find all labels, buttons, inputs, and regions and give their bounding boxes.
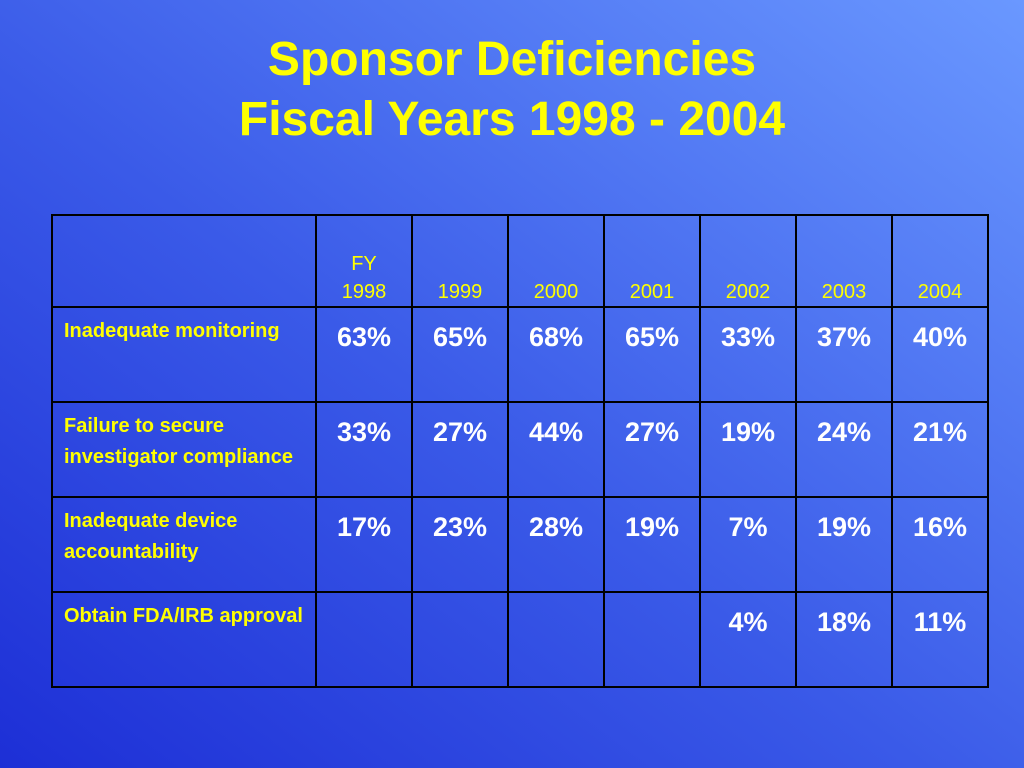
column-header-line2: 2001	[629, 281, 675, 303]
column-header: 2003	[795, 214, 893, 308]
data-cell: 23%	[411, 496, 509, 593]
data-cell: 11%	[891, 591, 989, 688]
column-header: 1999	[411, 214, 509, 308]
data-cell: 19%	[699, 401, 797, 498]
data-cell: 37%	[795, 306, 893, 403]
title-line-2: Fiscal Years 1998 - 2004	[238, 93, 786, 146]
data-cell: 21%	[891, 401, 989, 498]
row-label: Inadequate device accountability	[51, 496, 317, 593]
column-header: 2000	[507, 214, 605, 308]
header-corner-cell	[51, 214, 317, 308]
deficiencies-table: FY 1998 1999 2000 2001 2002 2003 2004 Ina…	[51, 214, 989, 688]
data-cell: 33%	[315, 401, 413, 498]
data-cell	[603, 591, 701, 688]
data-cell: 4%	[699, 591, 797, 688]
column-header-line2: 2003	[821, 281, 867, 303]
header-row: FY 1998 1999 2000 2001 2002 2003 2004	[51, 214, 989, 308]
title-line-1: Sponsor Deficiencies	[267, 33, 757, 86]
data-cell	[411, 591, 509, 688]
slide-title: Sponsor Deficiencies Fiscal Years 1998 -…	[0, 30, 1024, 150]
data-cell	[507, 591, 605, 688]
data-cell: 40%	[891, 306, 989, 403]
table-row: Obtain FDA/IRB approval 4% 18% 11%	[51, 591, 989, 688]
data-cell	[315, 591, 413, 688]
row-label: Obtain FDA/IRB approval	[51, 591, 317, 688]
data-cell: 19%	[795, 496, 893, 593]
table-row: Inadequate device accountability 17% 23%…	[51, 496, 989, 593]
data-cell: 27%	[603, 401, 701, 498]
data-cell: 16%	[891, 496, 989, 593]
table-row: Failure to secure investigator complianc…	[51, 401, 989, 498]
data-cell: 18%	[795, 591, 893, 688]
data-cell: 28%	[507, 496, 605, 593]
data-cell: 27%	[411, 401, 509, 498]
data-cell: 17%	[315, 496, 413, 593]
column-header-line2: 2000	[533, 281, 579, 303]
data-cell: 24%	[795, 401, 893, 498]
data-cell: 19%	[603, 496, 701, 593]
data-cell: 7%	[699, 496, 797, 593]
data-cell: 33%	[699, 306, 797, 403]
data-cell: 65%	[411, 306, 509, 403]
row-label: Failure to secure investigator complianc…	[51, 401, 317, 498]
data-cell: 65%	[603, 306, 701, 403]
column-header-line2: 2002	[725, 281, 771, 303]
row-label: Inadequate monitoring	[51, 306, 317, 403]
column-header: 2002	[699, 214, 797, 308]
column-header-line1: FY	[351, 253, 377, 275]
column-header: 2001	[603, 214, 701, 308]
table-row: Inadequate monitoring 63% 65% 68% 65% 33…	[51, 306, 989, 403]
data-cell: 44%	[507, 401, 605, 498]
column-header: FY 1998	[315, 214, 413, 308]
column-header-line2: 2004	[917, 281, 963, 303]
data-cell: 68%	[507, 306, 605, 403]
column-header: 2004	[891, 214, 989, 308]
column-header-line2: 1998	[341, 281, 387, 303]
data-cell: 63%	[315, 306, 413, 403]
column-header-line2: 1999	[437, 281, 483, 303]
